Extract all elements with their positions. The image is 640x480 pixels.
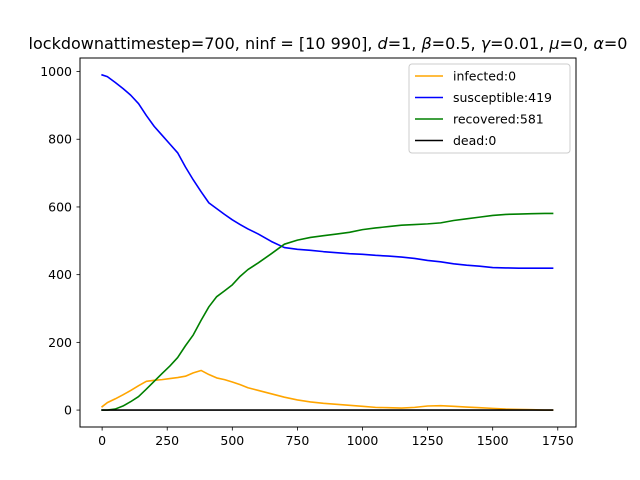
x-tick-label: 1750 <box>542 433 574 448</box>
title-alpha-value: =0 <box>604 34 628 53</box>
legend-box <box>408 63 571 154</box>
title-beta-value: =0.5, <box>432 34 481 53</box>
title-gamma-value: =0.01, <box>490 34 549 53</box>
x-tick-label: 1000 <box>347 433 379 448</box>
title-mu-value: =0, <box>560 34 594 53</box>
title-alpha-symbol: α <box>593 34 604 53</box>
y-tick-label: 800 <box>48 132 72 147</box>
y-tick-label: 200 <box>48 335 72 350</box>
legend-label-infected: infected:0 <box>453 69 516 84</box>
y-tick-label: 1000 <box>40 64 72 79</box>
x-tick-label: 750 <box>285 433 309 448</box>
legend: infected:0 susceptible:419 recovered:581 de… <box>408 63 571 154</box>
x-tick-label: 0 <box>98 433 106 448</box>
y-tick-label: 400 <box>48 267 72 282</box>
x-tick-label: 500 <box>220 433 244 448</box>
legend-label-dead: dead:0 <box>453 133 496 148</box>
x-axis-ticks: 0 250 500 750 1000 1250 1500 1750 <box>98 427 574 448</box>
x-tick-label: 1500 <box>477 433 509 448</box>
y-tick-label: 0 <box>64 403 72 418</box>
title-gamma-symbol: γ <box>481 34 492 53</box>
legend-entries: infected:0 susceptible:419 recovered:581 de… <box>415 69 552 148</box>
y-tick-label: 600 <box>48 199 72 214</box>
chart-title: lockdownattimestep=700, ninf = [10 990],… <box>29 34 628 53</box>
title-d-value: =1, <box>388 34 422 53</box>
y-axis-ticks: 0 200 400 600 800 1000 <box>40 64 80 418</box>
legend-label-recovered: recovered:581 <box>453 112 544 127</box>
legend-label-susceptible: susceptible:419 <box>453 90 552 105</box>
title-mu-symbol: μ <box>548 34 559 53</box>
series-line-recovered <box>101 212 554 411</box>
x-tick-label: 1250 <box>412 433 444 448</box>
series-line-susceptible <box>101 73 554 270</box>
x-tick-label: 250 <box>155 433 179 448</box>
title-d-symbol: d <box>378 34 389 53</box>
title-beta-symbol: β <box>420 34 431 53</box>
series-lines <box>101 73 554 411</box>
plot-area-frame <box>79 57 577 428</box>
title-prefix: lockdownattimestep=700, ninf = [10 990], <box>29 34 378 53</box>
